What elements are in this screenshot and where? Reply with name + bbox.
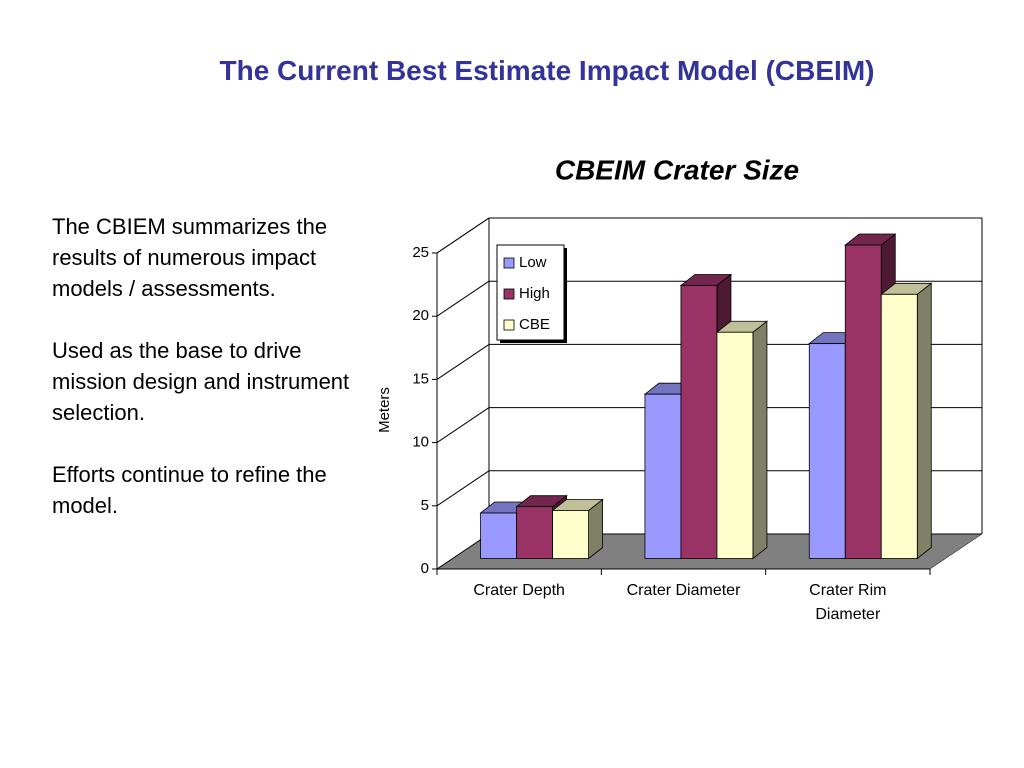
bar bbox=[880, 293, 918, 559]
y-tick-label: 15 bbox=[412, 370, 429, 387]
legend-label: High bbox=[519, 285, 550, 302]
paragraph: The CBIEM summarizes the results of nume… bbox=[52, 214, 328, 301]
paragraph: Used as the base to drive mission design… bbox=[52, 338, 350, 425]
paragraph: Efforts continue to refine the model. bbox=[52, 462, 327, 518]
bar-side bbox=[752, 320, 768, 560]
legend-swatch bbox=[503, 257, 515, 269]
y-tick-label: 20 bbox=[412, 307, 429, 324]
chart-title: CBEIM Crater Size bbox=[555, 154, 799, 185]
bar bbox=[644, 393, 682, 559]
bar bbox=[808, 343, 846, 559]
x-tick-label: Crater Diameter bbox=[626, 582, 741, 599]
bar bbox=[680, 285, 718, 559]
slide-title: The Current Best Estimate Impact Model (… bbox=[219, 55, 875, 86]
y-axis-label: Meters bbox=[376, 387, 393, 433]
x-tick-label: Crater Rim Diameter bbox=[809, 582, 887, 623]
y-tick-label: 5 bbox=[421, 497, 429, 514]
bar bbox=[716, 331, 754, 559]
bar bbox=[480, 512, 518, 559]
legend-swatch bbox=[503, 288, 515, 300]
bar-side bbox=[916, 282, 932, 560]
bar bbox=[516, 506, 553, 559]
slide-body: The CBIEM summarizes the results of nume… bbox=[52, 211, 352, 552]
grid-line bbox=[436, 343, 490, 380]
x-tick-label: Crater Depth bbox=[473, 582, 565, 599]
grid-line bbox=[436, 280, 490, 317]
legend-swatch bbox=[503, 319, 515, 331]
bar bbox=[844, 244, 882, 559]
legend-label: CBE bbox=[519, 316, 550, 333]
grid-line bbox=[436, 217, 490, 254]
y-tick-label: 25 bbox=[412, 244, 429, 261]
legend-label: Low bbox=[519, 254, 547, 271]
bar bbox=[552, 510, 589, 559]
grid-line bbox=[436, 470, 490, 507]
y-tick-label: 0 bbox=[421, 560, 429, 577]
y-tick-label: 10 bbox=[412, 434, 429, 451]
grid-line bbox=[436, 407, 490, 444]
